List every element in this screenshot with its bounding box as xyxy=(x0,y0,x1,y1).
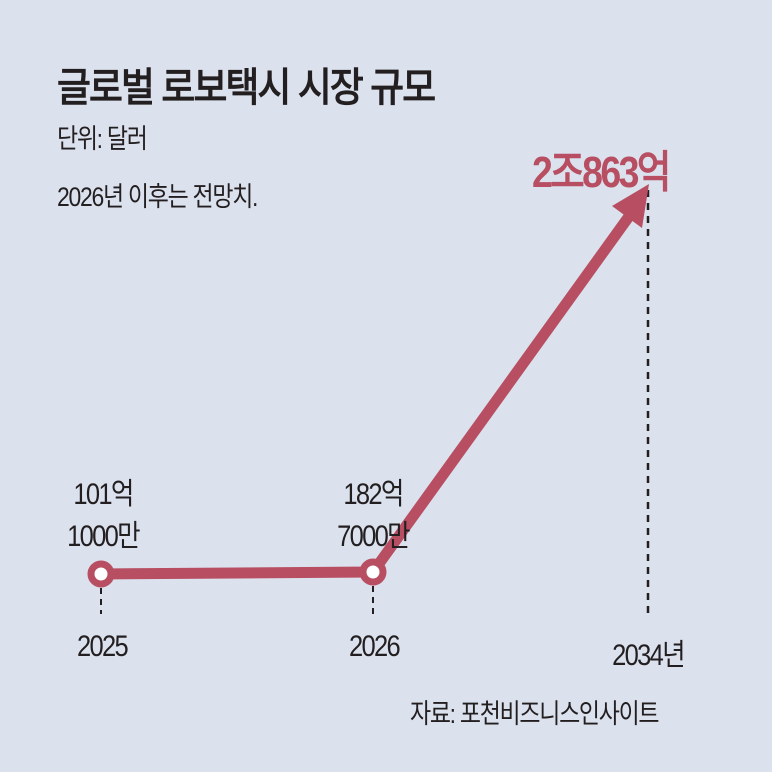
value-2026-line2: 7000만 xyxy=(337,520,410,553)
chart-title: 글로벌 로보택시 시장 규모 xyxy=(57,66,436,110)
source-label: 자료: 포천비즈니스인사이트 xyxy=(410,699,660,729)
x-label-2034: 2034년 xyxy=(612,639,685,672)
x-label-2026: 2026 xyxy=(349,630,401,663)
value-2026-line1: 182억 xyxy=(343,478,404,511)
value-label-2025: 101억 1000만 xyxy=(48,474,159,558)
x-label-2025: 2025 xyxy=(77,630,129,663)
data-point-2026 xyxy=(359,558,387,586)
unit-label: 단위: 달러 xyxy=(57,124,148,154)
forecast-note: 2026년 이후는 전망치. xyxy=(57,182,258,212)
value-2025-line1: 101억 xyxy=(73,478,134,511)
arrow-head-icon xyxy=(612,184,649,228)
value-label-2026: 182억 7000만 xyxy=(318,474,429,558)
value-2025-line2: 1000만 xyxy=(67,520,140,553)
data-point-2025 xyxy=(87,560,115,588)
